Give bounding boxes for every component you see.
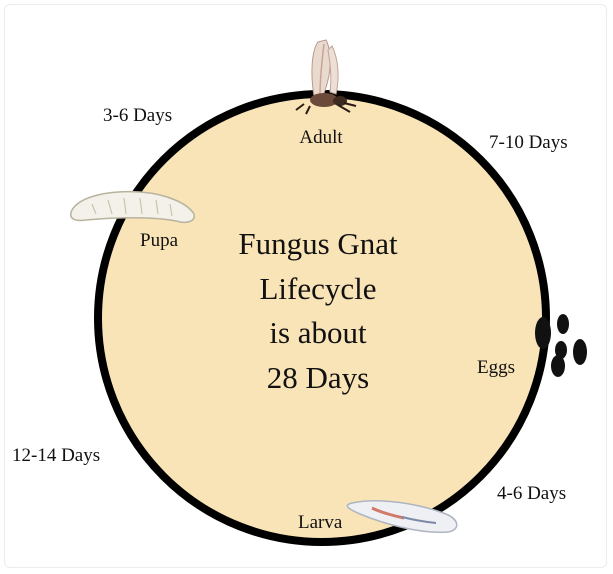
stage-label-adult: Adult [299, 127, 343, 148]
stage-label-larva: Larva [298, 512, 343, 533]
stage-label-pupa: Pupa [140, 230, 179, 251]
stage-label-eggs: Eggs [477, 357, 515, 378]
eggs-icon [535, 314, 587, 377]
duration-pupa-to-adult: 3-6 Days [103, 105, 172, 126]
larva-icon [346, 500, 458, 534]
center-title-line-1: Fungus Gnat [238, 226, 398, 261]
adult-gnat-icon [295, 39, 357, 115]
pupa-icon [70, 190, 195, 224]
center-title-line-2: Lifecycle [259, 271, 376, 306]
center-title-line-3: is about [269, 315, 367, 350]
duration-adult-to-eggs: 7-10 Days [489, 132, 568, 153]
duration-eggs-to-larva: 4-6 Days [497, 483, 566, 504]
center-title-line-4: 28 Days [267, 360, 369, 395]
duration-larva-to-pupa: 12-14 Days [12, 445, 100, 466]
